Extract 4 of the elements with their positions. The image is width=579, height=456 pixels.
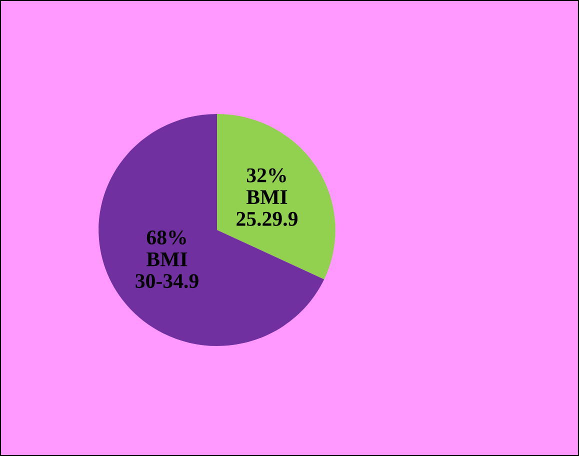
- data-label: 32%: [246, 168, 286, 182]
- data-label: 68%: [146, 230, 186, 245]
- slice-label: BMI 30-34.9: [136, 252, 198, 288]
- slice-label: BMI 25.29.9: [236, 190, 298, 226]
